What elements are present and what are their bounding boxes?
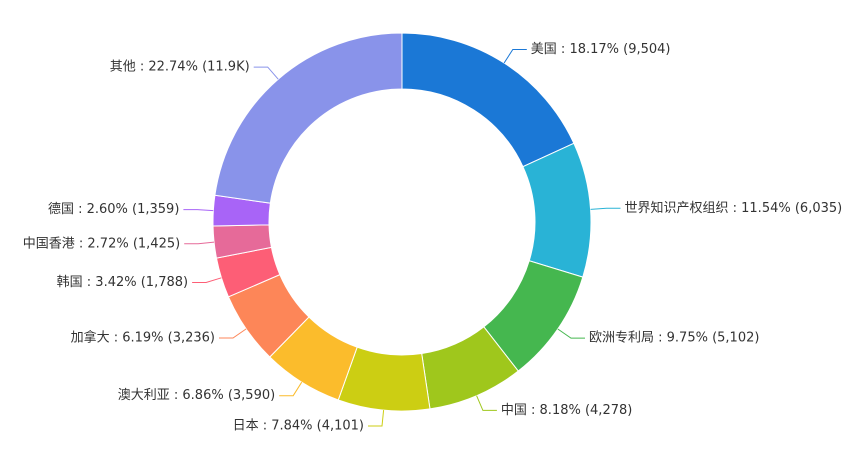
leader-line-3 — [476, 395, 497, 411]
leader-line-10 — [253, 66, 279, 80]
slices-group — [212, 32, 592, 412]
leader-line-8 — [184, 241, 215, 245]
slice-label-4: 日本 : 7.84% (4,101) — [233, 419, 364, 434]
slice-label-2: 欧洲专利局 : 9.75% (5,102) — [589, 331, 759, 346]
slice-label-9: 德国 : 2.60% (1,359) — [48, 202, 179, 217]
slice-label-3: 中国 : 8.18% (4,278) — [501, 403, 632, 418]
slice-label-7: 韩国 : 3.42% (1,788) — [57, 275, 188, 290]
slice-label-1: 世界知识产权组织 : 11.54% (6,035) — [625, 200, 843, 216]
slice-label-10: 其他 : 22.74% (11.9K) — [110, 60, 250, 75]
slice-1[interactable] — [522, 142, 592, 278]
leader-line-5 — [279, 381, 303, 397]
leader-line-1 — [590, 207, 621, 210]
leader-line-6 — [219, 328, 247, 339]
slice-label-5: 澳大利亚 : 6.86% (3,590) — [118, 387, 275, 403]
slice-10[interactable] — [214, 32, 403, 204]
leader-line-4 — [368, 410, 385, 427]
leader-line-0 — [503, 49, 527, 64]
slice-label-0: 美国 : 18.17% (9,504) — [531, 42, 671, 57]
slice-label-6: 加拿大 : 6.19% (3,236) — [71, 330, 215, 346]
leader-line-2 — [557, 328, 585, 339]
leader-line-7 — [192, 277, 222, 283]
labels-group: 美国 : 18.17% (9,504) 世界知识产权组织 : 11.54% (6,… — [23, 42, 842, 434]
slice-label-8: 中国香港 : 2.72% (1,425) — [23, 236, 180, 251]
leader-line-9 — [183, 209, 214, 212]
